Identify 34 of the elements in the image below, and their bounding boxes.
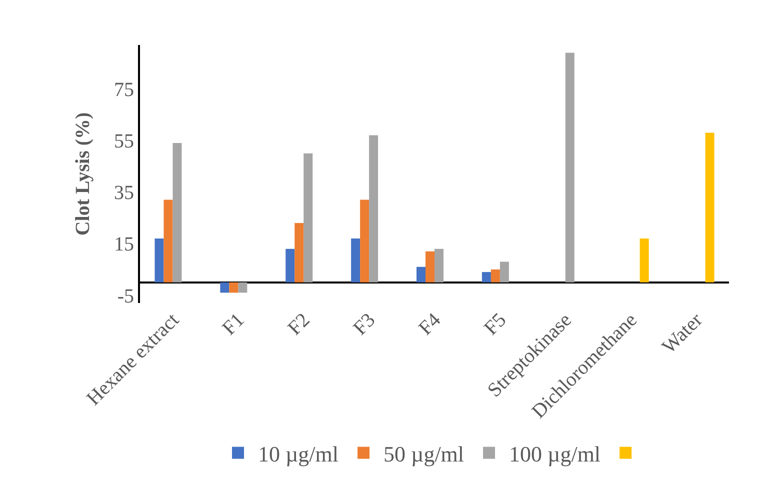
bar: [164, 200, 173, 282]
y-tick-label: 35: [114, 182, 134, 204]
bar: [640, 238, 649, 282]
bar: [154, 238, 164, 282]
bar: [426, 251, 434, 282]
bar: [565, 52, 574, 282]
legend-label: 10 µg/ml: [258, 441, 339, 466]
x-tick-label: F3: [349, 309, 380, 340]
bar: [229, 282, 238, 293]
bar: [304, 153, 313, 282]
bar: [369, 135, 378, 282]
bar: [705, 132, 714, 282]
x-tick-label: F4: [414, 309, 446, 340]
bar: [286, 248, 295, 282]
bar: [482, 272, 491, 282]
bar: [360, 200, 370, 282]
bar: [490, 269, 500, 282]
x-tick-label: F1: [218, 309, 249, 340]
x-tick-label: F2: [284, 309, 314, 340]
y-tick-label: 15: [114, 234, 134, 256]
bar: [238, 282, 248, 293]
bar: [220, 282, 230, 293]
legend-label: 100 µg/ml: [509, 441, 601, 466]
bar: [434, 248, 444, 282]
legend-label: 50 µg/ml: [384, 441, 464, 466]
bar: [351, 238, 360, 282]
bar: [172, 143, 182, 282]
y-axis-title: Clot Lysis (%): [72, 112, 94, 236]
y-tick-label: 55: [114, 130, 134, 152]
y-tick-label: -5: [117, 285, 134, 308]
bar: [416, 266, 426, 282]
bar: [500, 262, 509, 282]
y-tick-label: 75: [114, 78, 134, 101]
bar: [294, 223, 304, 282]
